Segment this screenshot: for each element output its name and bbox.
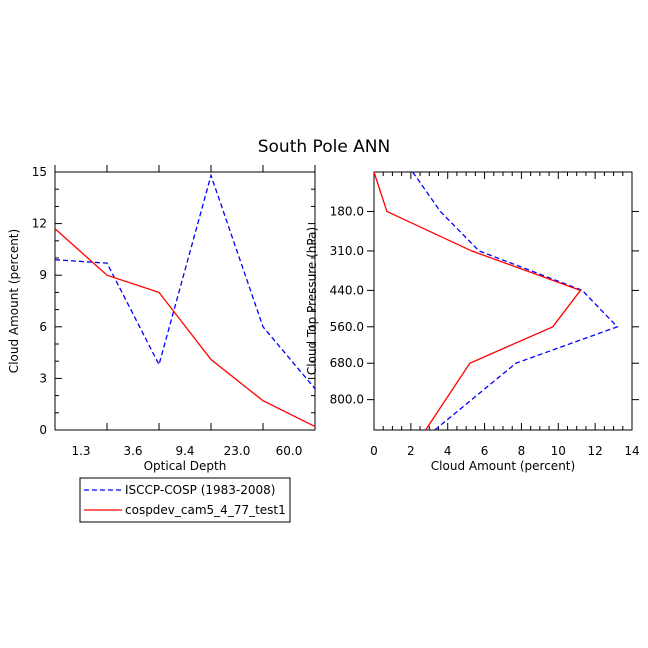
right-y-tick-label: 310.0	[330, 244, 364, 258]
right-x-tick-label: 8	[518, 444, 526, 458]
left-x-tick-label: 23.0	[224, 444, 251, 458]
left-y-axis-label: Cloud Amount (percent)	[7, 229, 21, 373]
right-series	[373, 171, 619, 431]
right-x-tick-label: 12	[588, 444, 603, 458]
left-x-axis-label: Optical Depth	[144, 459, 227, 473]
right-y-axis-label: Cloud Top Pressure (hPa)	[305, 227, 319, 375]
right-series-obs-line	[412, 171, 619, 431]
left-y-tick-label: 15	[32, 165, 47, 179]
left-y-tick-label: 12	[32, 217, 47, 231]
left-x-tick-label: 60.0	[276, 444, 303, 458]
left-y-tick-label: 0	[39, 423, 47, 437]
right-x-tick-label: 6	[481, 444, 489, 458]
left-ticks: 1.3 3.6 9.4 23.0 60.0 0 3 6 9 12 15	[32, 165, 316, 458]
legend: ISCCP-COSP (1983-2008) cospdev_cam5_4_77…	[79, 477, 291, 523]
left-x-tick-label: 3.6	[123, 444, 142, 458]
left-plot-frame	[54, 171, 316, 431]
left-y-tick-label: 9	[39, 268, 47, 282]
right-y-tick-label: 180.0	[330, 204, 364, 218]
right-x-tick-label: 10	[551, 444, 566, 458]
legend-box	[79, 477, 291, 523]
chart-title: South Pole ANN	[258, 137, 391, 157]
left-series-model-line	[54, 228, 316, 428]
legend-label-model: cospdev_cam5_4_77_test1	[125, 503, 286, 517]
right-plot-frame	[373, 171, 633, 431]
right-y-tick-label: 680.0	[330, 356, 364, 370]
left-x-tick-label: 9.4	[175, 444, 194, 458]
right-panel: 0 2 4 6 8 10 12 14 180.0 310.0 440.0 560.0 680.0 800.…	[305, 171, 640, 473]
legend-label-obs: ISCCP-COSP (1983-2008)	[125, 483, 275, 497]
right-y-tick-label: 800.0	[330, 393, 364, 407]
left-series	[54, 173, 316, 428]
right-x-tick-label: 2	[407, 444, 415, 458]
left-series-obs-line	[54, 173, 316, 390]
right-series-model-line	[373, 171, 582, 431]
left-y-tick-label: 3	[39, 371, 47, 385]
left-x-tick-label: 1.3	[71, 444, 90, 458]
right-x-tick-label: 0	[370, 444, 378, 458]
right-y-tick-label: 560.0	[330, 320, 364, 334]
left-y-tick-label: 6	[39, 320, 47, 334]
right-x-axis-label: Cloud Amount (percent)	[431, 459, 575, 473]
right-x-tick-label: 14	[624, 444, 639, 458]
right-x-tick-label: 4	[444, 444, 452, 458]
right-y-tick-label: 440.0	[330, 283, 364, 297]
right-ticks: 0 2 4 6 8 10 12 14 180.0 310.0 440.0 560.0 680.0 800.…	[330, 172, 640, 458]
